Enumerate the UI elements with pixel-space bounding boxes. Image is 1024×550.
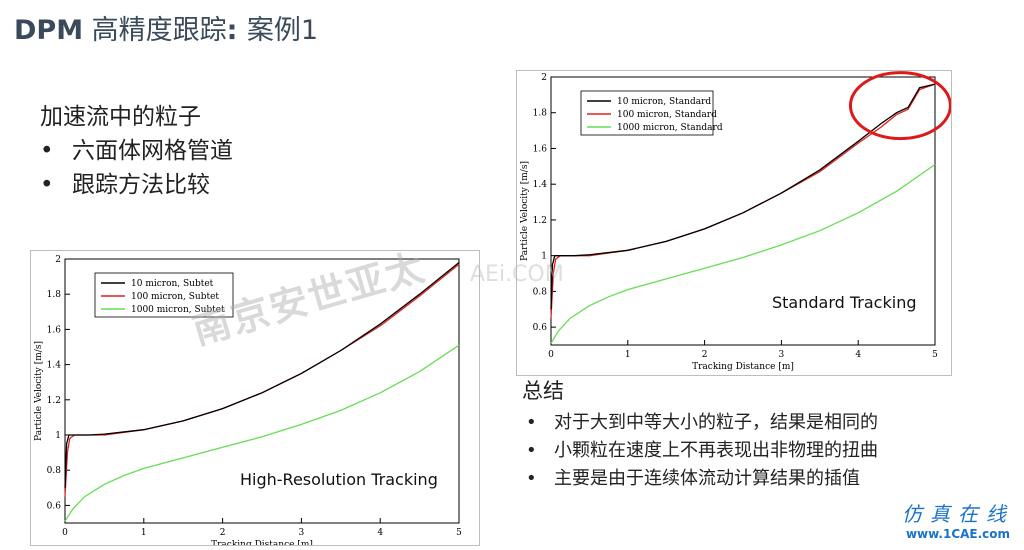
x-tick-label: 0 bbox=[548, 350, 554, 360]
y-tick-label: 1.2 bbox=[533, 216, 547, 226]
intro-section: 加速流中的粒子 • 六面体网格管道 • 跟踪方法比较 bbox=[40, 100, 233, 202]
x-tick-label: 2 bbox=[220, 528, 226, 538]
x-tick-label: 5 bbox=[456, 528, 462, 538]
bullet-marker: • bbox=[526, 412, 537, 433]
x-tick-label: 4 bbox=[377, 528, 383, 538]
bullet-marker: • bbox=[526, 468, 537, 489]
x-axis-label: Tracking Distance [m] bbox=[692, 362, 794, 372]
x-tick-label: 0 bbox=[62, 528, 68, 538]
summary-section: 总结 • 对于大到中等大小的粒子，结果是相同的 • 小颗粒在速度上不再表现出非物… bbox=[522, 375, 878, 493]
y-axis-label: Particle Velocity [m/s] bbox=[520, 161, 530, 261]
title-bold-part: DPM bbox=[14, 15, 84, 46]
series-line bbox=[550, 83, 936, 310]
watermark-url: AEi.COM bbox=[470, 262, 564, 287]
y-tick-label: 0.8 bbox=[47, 466, 62, 476]
site-logo: 仿真在线 www.1CAE.com bbox=[902, 498, 1014, 541]
x-tick-label: 4 bbox=[855, 350, 861, 360]
high-resolution-chart: 0 1 2 3 4 5 0.6 0.8 1 1.2 1.4 1.6 1.8 2 Tracking Dista… bbox=[34, 255, 462, 550]
y-tick-label: 1.2 bbox=[47, 396, 61, 406]
y-tick-label: 0.8 bbox=[533, 287, 548, 297]
legend-entry: 1000 micron, Subtet bbox=[131, 305, 225, 315]
summary-bullet-text: 对于大到中等大小的粒子，结果是相同的 bbox=[554, 412, 878, 433]
logo-text: 仿真在线 bbox=[902, 502, 1014, 526]
bullet-marker: • bbox=[40, 172, 54, 198]
y-axis-label: Particle Velocity [m/s] bbox=[34, 341, 44, 441]
legend-entry: 10 micron, Subtet bbox=[131, 279, 214, 289]
intro-bullet-text: 跟踪方法比较 bbox=[72, 172, 210, 198]
y-tick-label: 1.6 bbox=[533, 144, 548, 154]
legend-entry: 100 micron, Subtet bbox=[131, 292, 219, 302]
x-tick-label: 1 bbox=[141, 528, 147, 538]
x-tick-label: 1 bbox=[625, 350, 631, 360]
y-tick-label: 1.8 bbox=[533, 109, 548, 119]
x-tick-label: 5 bbox=[932, 350, 938, 360]
x-axis-label: Tracking Distance [m] bbox=[211, 540, 313, 545]
high-resolution-label: High-Resolution Tracking bbox=[240, 470, 438, 489]
y-tick-label: 1.4 bbox=[47, 361, 62, 371]
y-tick-label: 0.6 bbox=[47, 501, 62, 511]
y-tick-label: 1.8 bbox=[47, 290, 62, 300]
standard-chart: 0 1 2 3 4 5 0.6 0.8 1 1.2 1.4 1.6 1.8 2 Tracking Dista… bbox=[520, 71, 952, 372]
intro-bullet: • 六面体网格管道 bbox=[40, 134, 233, 168]
y-tick-label: 2 bbox=[541, 73, 547, 83]
summary-bullet-text: 小颗粒在速度上不再表现出非物理的扭曲 bbox=[554, 440, 878, 461]
series-line bbox=[64, 261, 460, 488]
intro-bullet-text: 六面体网格管道 bbox=[72, 138, 233, 164]
bullet-marker: • bbox=[40, 138, 54, 164]
title-case-part: 案例1 bbox=[246, 15, 319, 46]
intro-heading: 加速流中的粒子 bbox=[40, 104, 201, 130]
y-tick-label: 2 bbox=[55, 255, 61, 265]
summary-bullet: • 主要是由于连续体流动计算结果的插值 bbox=[522, 465, 878, 493]
title-main-part: 高精度跟踪 bbox=[83, 15, 227, 46]
slide-title: DPM 高精度跟踪: 案例1 bbox=[14, 8, 318, 47]
bullet-marker: • bbox=[526, 440, 537, 461]
legend-entry: 1000 micron, Standard bbox=[617, 123, 723, 133]
y-tick-label: 1 bbox=[541, 252, 547, 262]
series-line bbox=[64, 344, 460, 522]
x-tick-label: 2 bbox=[702, 350, 708, 360]
legend-entry: 10 micron, Standard bbox=[617, 97, 711, 107]
title-colon: : bbox=[226, 15, 247, 46]
y-tick-label: 1.4 bbox=[533, 180, 548, 190]
intro-bullet: • 跟踪方法比较 bbox=[40, 168, 233, 202]
series-line bbox=[550, 163, 936, 344]
logo-url: www.1CAE.com bbox=[905, 527, 1011, 541]
y-tick-label: 1.6 bbox=[47, 325, 62, 335]
summary-bullet: • 小颗粒在速度上不再表现出非物理的扭曲 bbox=[522, 437, 878, 465]
x-tick-label: 3 bbox=[299, 528, 305, 538]
y-tick-label: 1 bbox=[55, 431, 61, 441]
highlight-ellipse bbox=[848, 71, 952, 141]
legend-entry: 100 micron, Standard bbox=[617, 110, 717, 120]
high-resolution-chart-frame: 0 1 2 3 4 5 0.6 0.8 1 1.2 1.4 1.6 1.8 2 Tracking Dista… bbox=[30, 250, 480, 550]
summary-heading: 总结 bbox=[522, 379, 564, 403]
standard-chart-frame: 0 1 2 3 4 5 0.6 0.8 1 1.2 1.4 1.6 1.8 2 Tracking Dista… bbox=[516, 70, 952, 376]
x-tick-label: 3 bbox=[779, 350, 785, 360]
summary-bullet: • 对于大到中等大小的粒子，结果是相同的 bbox=[522, 409, 878, 437]
y-tick-label: 0.6 bbox=[533, 323, 548, 333]
summary-bullet-text: 主要是由于连续体流动计算结果的插值 bbox=[554, 468, 860, 489]
standard-label: Standard Tracking bbox=[772, 293, 917, 312]
